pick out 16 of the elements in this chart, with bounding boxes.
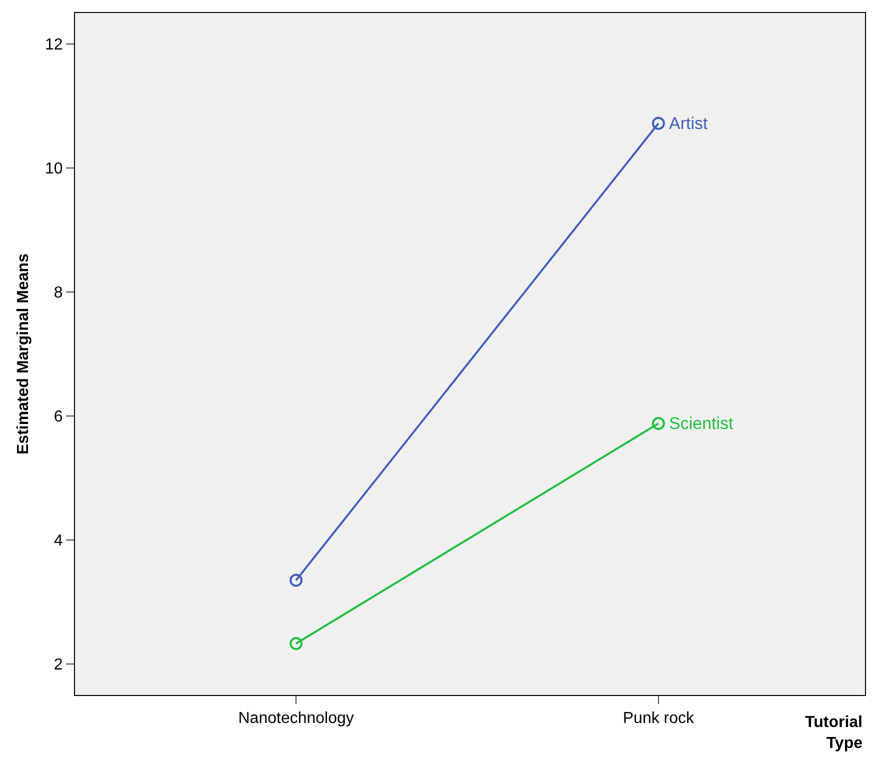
x-tick-label: Punk rock: [622, 710, 696, 728]
y-tick-label: 2: [54, 656, 63, 674]
series-label: Scientist: [669, 414, 734, 433]
point: [652, 416, 665, 430]
y-tick-label: 10: [45, 160, 63, 178]
y-axis-title: Estimated Marginal Means: [14, 253, 32, 454]
point: [652, 116, 665, 130]
y-tick-label: 6: [54, 408, 63, 426]
y-tick-label: 4: [54, 532, 63, 550]
x-tick-label: Nanotechnology: [238, 710, 354, 728]
point: [290, 637, 303, 650]
point: [290, 574, 303, 587]
x-axis-title: Tutorial Type: [805, 714, 863, 752]
series-label: Artist: [669, 114, 708, 133]
y-tick-label: 12: [45, 36, 63, 54]
y-tick-label: 8: [54, 284, 63, 302]
